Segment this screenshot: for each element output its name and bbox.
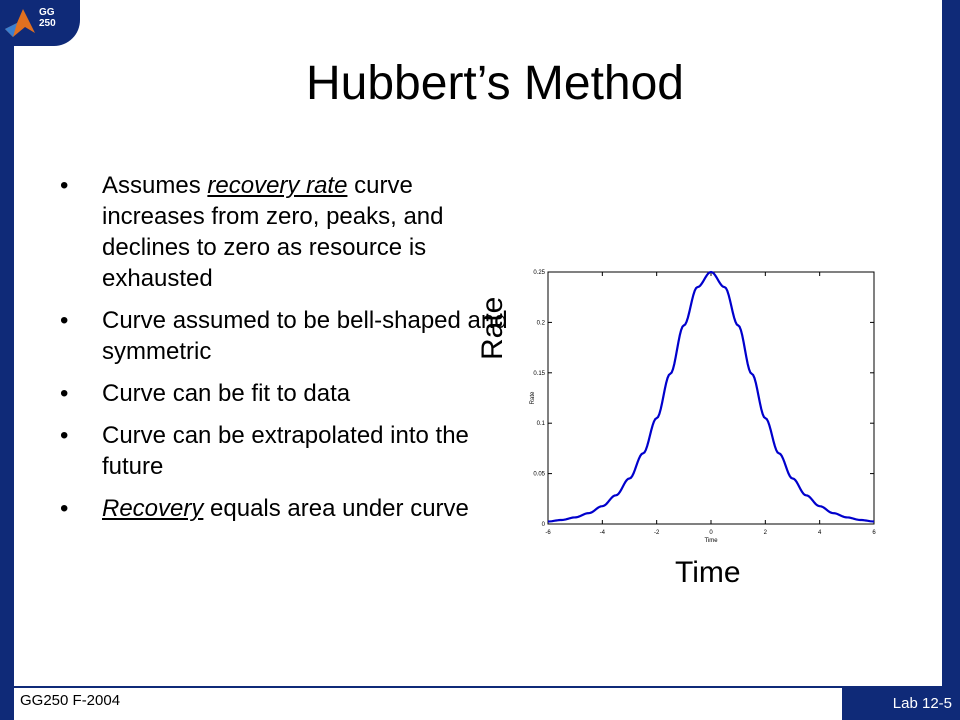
footer-badge: Lab 12-5 xyxy=(842,688,960,720)
chart-area: -6 -4 -2 0 2 4 6 0 0.05 0.1 0.15 0.2 0.25 Time Rate xyxy=(520,258,880,548)
left-accent-bar xyxy=(0,0,14,720)
logo-text: GG 250 xyxy=(39,7,56,29)
y-tick-label: 0.15 xyxy=(533,371,545,377)
bullet-marker: • xyxy=(60,172,69,199)
bullet-text: Curve can be fit to data xyxy=(102,380,351,407)
x-axis-title: Time xyxy=(675,556,741,589)
x-tick-label: 0 xyxy=(709,530,713,536)
bullet-marker: • xyxy=(60,495,69,522)
x-tick-label: -2 xyxy=(654,530,660,536)
bullet-item: • Curve can be fit to data xyxy=(60,378,520,409)
bullet-marker: • xyxy=(60,307,69,334)
bullet-item: • Recovery equals area under curve xyxy=(60,493,520,524)
y-tick-label: 0 xyxy=(542,522,546,528)
bullet-list: • Assumes recovery rate curve increases f… xyxy=(60,170,520,535)
x-tick-label: -4 xyxy=(600,530,606,536)
footer-divider xyxy=(0,686,960,688)
y-tick-label: 0.2 xyxy=(537,320,546,326)
y-tick-label: 0.05 xyxy=(533,472,545,478)
x-tick-label: -6 xyxy=(545,530,551,536)
y-tick-label: 0.1 xyxy=(537,421,546,427)
bullet-marker: • xyxy=(60,380,69,407)
slide-number: Lab 12-5 xyxy=(892,695,952,712)
bell-curve-line xyxy=(547,270,875,523)
x-tick-label: 2 xyxy=(764,530,768,536)
bullet-marker: • xyxy=(60,422,69,449)
y-axis-small-label: Rate xyxy=(530,391,536,404)
slide-title: Hubbert’s Method xyxy=(306,57,684,110)
bullet-text: Curve assumed to be bell-shaped and symm… xyxy=(102,307,508,365)
bullet-item: • Assumes recovery rate curve increases f… xyxy=(60,170,520,294)
right-accent-bar xyxy=(942,0,960,686)
matlab-icon xyxy=(5,9,35,37)
course-logo: GG 250 xyxy=(0,0,80,46)
x-tick-label: 4 xyxy=(818,530,822,536)
bullet-text: equals area under curve xyxy=(203,495,469,522)
x-tick-label: 6 xyxy=(872,530,876,536)
logo-line-1: GG xyxy=(39,7,55,18)
footer-course: GG250 F-2004 xyxy=(20,692,121,709)
bullet-item: • Curve assumed to be bell-shaped and sym… xyxy=(60,305,520,367)
bullet-text: curve increases from zero, peaks, and de… xyxy=(102,172,444,292)
x-axis-small-label: Time xyxy=(704,538,718,544)
bullet-item: • Curve can be extrapolated into the futu… xyxy=(60,420,520,482)
bullet-emphasis: recovery rate xyxy=(207,172,348,199)
plot-frame xyxy=(547,271,875,525)
y-axis-title: Rate xyxy=(476,296,509,360)
bell-curve-chart: -6 -4 -2 0 2 4 6 0 0.05 0.1 0.15 0.2 0.25 Time Rate xyxy=(530,270,876,544)
bullet-text: Curve can be extrapolated into the futur… xyxy=(102,422,469,480)
bullet-text: Assumes xyxy=(102,172,208,199)
bullet-emphasis: Recovery xyxy=(102,495,204,522)
y-tick-label: 0.25 xyxy=(533,270,545,276)
logo-line-2: 250 xyxy=(39,18,56,29)
